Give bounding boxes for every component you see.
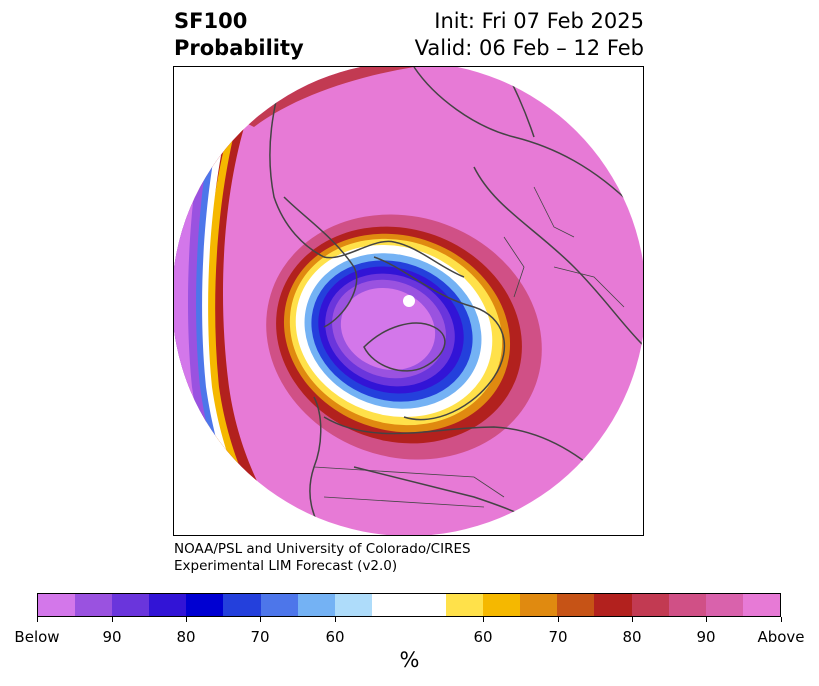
colorbar-tick-label: 80 bbox=[176, 628, 196, 646]
credit-line-2: Experimental LIM Forecast (v2.0) bbox=[174, 558, 398, 574]
colorbar-segment bbox=[742, 594, 780, 616]
colorbar-tick-label: 60 bbox=[325, 628, 345, 646]
title-left: SF100 Probability bbox=[174, 8, 304, 62]
colorbar-segment bbox=[260, 594, 298, 616]
colorbar-segment bbox=[483, 594, 521, 616]
colorbar-segment bbox=[520, 594, 558, 616]
valid-range: Valid: 06 Feb – 12 Feb bbox=[414, 36, 644, 60]
colorbar-segment bbox=[594, 594, 632, 616]
colorbar-tick-label: 90 bbox=[696, 628, 716, 646]
coastlines bbox=[269, 67, 643, 535]
colorbar-tickmark bbox=[37, 617, 38, 622]
map-svg bbox=[174, 67, 643, 535]
colorbar-segment bbox=[631, 594, 669, 616]
colorbar-tick-label: 70 bbox=[250, 628, 270, 646]
colorbar-tickmark bbox=[335, 617, 336, 622]
below-normal-core bbox=[340, 287, 436, 371]
colorbar-segment bbox=[446, 594, 484, 616]
colorbar-segment bbox=[668, 594, 706, 616]
colorbar-tickmark bbox=[483, 617, 484, 622]
product-name: Probability bbox=[174, 36, 304, 60]
credit: NOAA/PSL and University of Colorado/CIRE… bbox=[174, 541, 471, 575]
probability-map bbox=[173, 66, 644, 536]
colorbar-segment bbox=[38, 594, 76, 616]
borders bbox=[313, 186, 625, 508]
colorbar-tickmark bbox=[186, 617, 187, 622]
colorbar-segment bbox=[186, 594, 224, 616]
colorbar-tick-label: Below bbox=[14, 628, 60, 646]
init-date: Init: Fri 07 Feb 2025 bbox=[434, 9, 644, 33]
colorbar-segment bbox=[297, 594, 335, 616]
map-disk bbox=[174, 67, 643, 535]
colorbar-tickmark bbox=[781, 617, 782, 622]
colorbar-tick-label: 60 bbox=[473, 628, 493, 646]
colorbar-tick-label: 70 bbox=[548, 628, 568, 646]
colorbar-segment bbox=[705, 594, 743, 616]
colorbar-tickmark bbox=[260, 617, 261, 622]
colorbar-segment bbox=[112, 594, 150, 616]
colorbar-tick-label: Above bbox=[757, 628, 805, 646]
arctic-red-arc bbox=[244, 67, 414, 127]
colorbar-tickmark bbox=[706, 617, 707, 622]
colorbar-segment bbox=[334, 594, 372, 616]
pacific-gold bbox=[204, 97, 269, 535]
colorbar-segment bbox=[75, 594, 113, 616]
colorbar-tickmark bbox=[632, 617, 633, 622]
colorbar-tick-label: 80 bbox=[622, 628, 642, 646]
colorbar-segment bbox=[371, 594, 447, 616]
credit-line-1: NOAA/PSL and University of Colorado/CIRE… bbox=[174, 541, 471, 557]
colorbar bbox=[37, 593, 781, 617]
colorbar-tickmark bbox=[558, 617, 559, 622]
colorbar-segment bbox=[557, 594, 595, 616]
colorbar-segment bbox=[223, 594, 261, 616]
colorbar-tickmark bbox=[112, 617, 113, 622]
colorbar-segment bbox=[149, 594, 187, 616]
colorbar-tick-label: 90 bbox=[102, 628, 122, 646]
field-name: SF100 bbox=[174, 9, 248, 33]
pole-hole bbox=[403, 295, 415, 307]
title-right: Init: Fri 07 Feb 2025 Valid: 06 Feb – 12… bbox=[415, 8, 644, 62]
colorbar-unit: % bbox=[399, 648, 420, 672]
